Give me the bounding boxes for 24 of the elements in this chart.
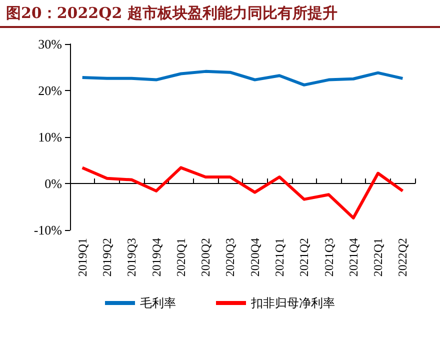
line-series (80, 70, 404, 86)
x-tick-label: 2021Q4 (346, 238, 360, 277)
y-tick-label: 20% (38, 83, 62, 98)
x-tick-label: 2022Q1 (371, 238, 386, 277)
x-tick-label: 2021Q1 (272, 238, 286, 277)
y-tick-label: -10% (34, 222, 62, 238)
y-tick-label: 0% (44, 176, 62, 191)
x-tick-label: 2020Q3 (223, 238, 238, 277)
x-tick-label: 2021Q3 (322, 238, 336, 277)
legend-label: 扣非归母净利率 (250, 296, 335, 310)
x-tick-label: 2019Q3 (124, 238, 139, 277)
x-tick-label: 2020Q4 (248, 238, 262, 277)
x-tick-label: 2020Q2 (198, 238, 213, 277)
x-tick-label: 2019Q1 (75, 238, 90, 277)
legend-label: 毛利率 (140, 296, 176, 310)
chart-title: 图20：2022Q2 超市板块盈利能力同比有所提升 (6, 4, 338, 23)
x-tick-label: 2021Q2 (297, 238, 312, 277)
x-tick-label: 2022Q2 (396, 238, 410, 277)
line-series (80, 166, 404, 220)
y-tick-label: 10% (38, 130, 62, 144)
x-tick-label: 2020Q1 (174, 238, 188, 277)
y-tick-label: 30% (38, 36, 62, 52)
x-tick-label: 2019Q4 (149, 238, 164, 277)
x-tick-label: 2019Q2 (100, 238, 114, 277)
